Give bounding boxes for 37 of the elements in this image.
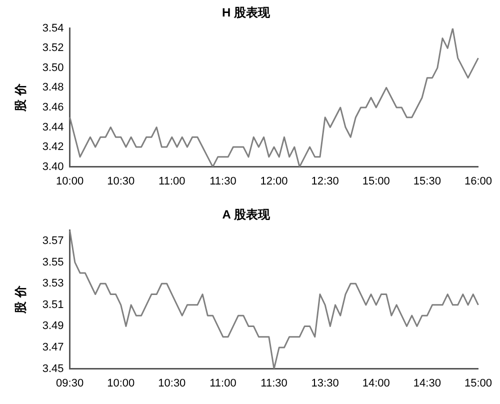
x-tick-label: 12:30 bbox=[311, 175, 339, 188]
x-tick-label: 11:30 bbox=[210, 175, 236, 188]
y-tick-label: 3.44 bbox=[42, 121, 64, 134]
y-tick-label: 3.54 bbox=[42, 22, 64, 34]
x-tick-label: 13:30 bbox=[311, 377, 339, 390]
y-tick-label: 3.50 bbox=[42, 62, 64, 74]
x-tick-label: 11:00 bbox=[210, 377, 236, 390]
x-tick-label: 15:00 bbox=[464, 377, 492, 390]
y-tick-label: 3.51 bbox=[42, 298, 64, 311]
y-tick-label: 3.48 bbox=[42, 82, 64, 94]
y-tick-label: 3.45 bbox=[42, 362, 64, 375]
y-tick-label: 3.57 bbox=[42, 235, 64, 248]
y-tick-label: 3.53 bbox=[42, 278, 64, 290]
x-tick-label: 10:30 bbox=[107, 175, 135, 188]
x-tick-label: 14:00 bbox=[362, 377, 390, 390]
y-tick-label: 3.40 bbox=[42, 160, 64, 173]
x-tick-label: 15:30 bbox=[413, 175, 441, 188]
x-tick-label: 10:30 bbox=[158, 377, 186, 390]
y-tick-label: 3.42 bbox=[42, 141, 64, 154]
x-tick-label: 15:00 bbox=[362, 175, 390, 188]
y-axis-title: 股 价 bbox=[13, 284, 28, 315]
x-tick-label: 11:30 bbox=[260, 377, 288, 390]
y-tick-label: 3.49 bbox=[42, 320, 64, 332]
x-tick-label: 16:00 bbox=[464, 175, 492, 188]
chart-title: A 股表现 bbox=[222, 208, 271, 222]
x-tick-label: 10:00 bbox=[107, 377, 135, 390]
x-tick-label: 10:00 bbox=[56, 175, 84, 188]
y-axis-title: 股 价 bbox=[13, 82, 28, 113]
y-tick-label: 3.47 bbox=[42, 342, 64, 354]
x-tick-label: 09:30 bbox=[56, 377, 84, 390]
x-tick-label: 11:00 bbox=[158, 175, 186, 188]
chart-title: H 股表现 bbox=[222, 6, 271, 20]
y-tick-label: 3.55 bbox=[42, 256, 64, 268]
x-tick-label: 12:00 bbox=[260, 175, 288, 188]
y-tick-label: 3.46 bbox=[42, 102, 64, 114]
y-tick-label: 3.52 bbox=[42, 42, 64, 54]
x-tick-label: 14:30 bbox=[413, 377, 441, 390]
